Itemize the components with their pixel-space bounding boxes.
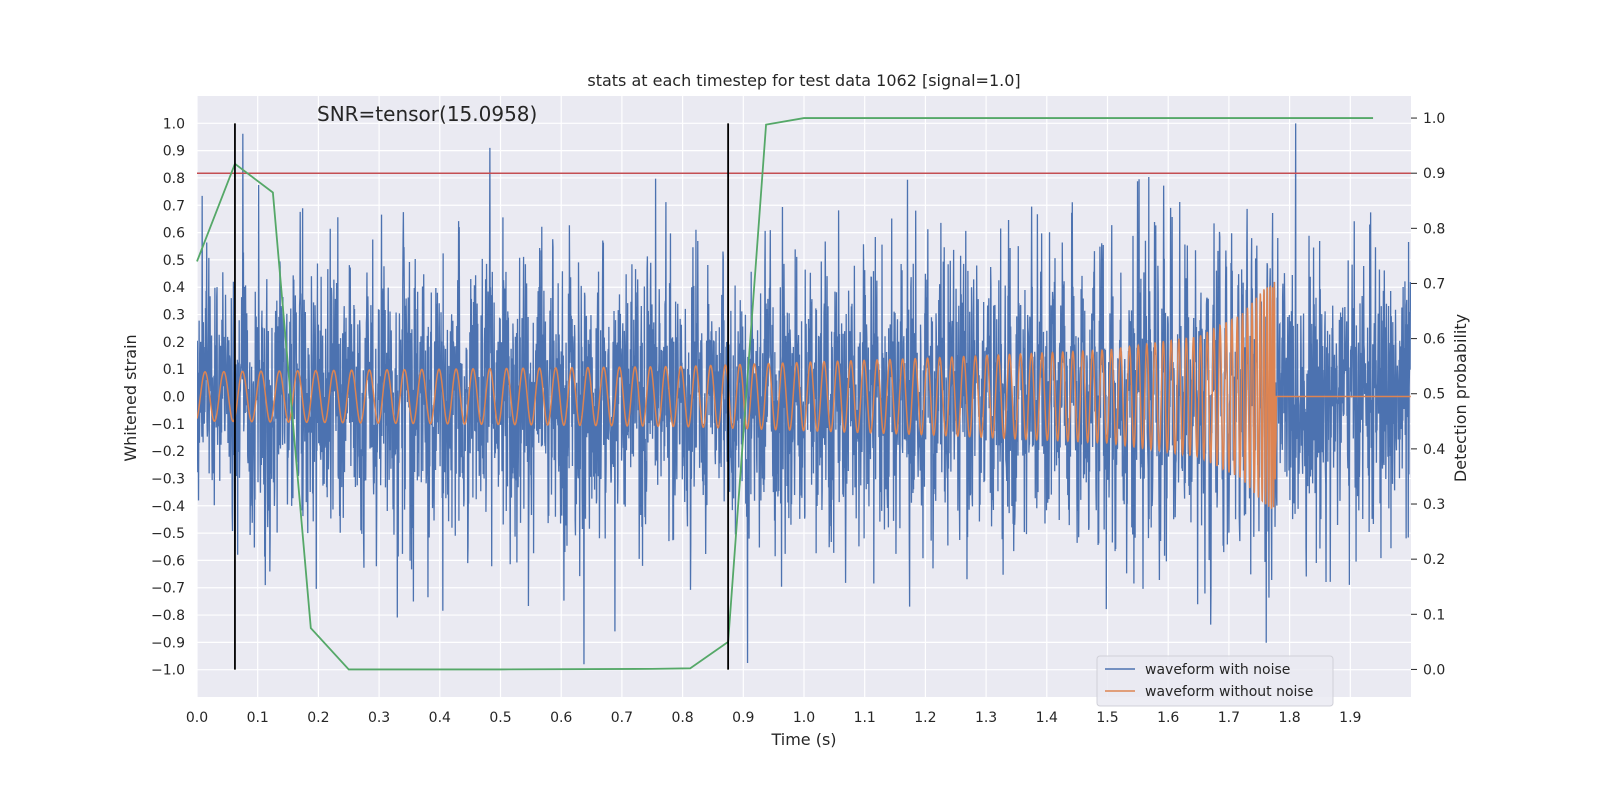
x-tick-label: 1.9 — [1339, 710, 1361, 726]
y2-tick-label: 0.4 — [1423, 442, 1445, 458]
y-tick-label: 0.3 — [163, 308, 185, 324]
x-tick-label: 1.7 — [1218, 710, 1240, 726]
y-tick-label: −0.4 — [151, 499, 185, 515]
y-tick-label: 0.9 — [163, 144, 185, 160]
y-tick-label: −0.9 — [151, 635, 185, 651]
y-tick-label: −0.7 — [151, 581, 185, 597]
x-tick-label: 0.5 — [489, 710, 511, 726]
x-tick-label: 1.3 — [975, 710, 997, 726]
tick-layer: 0.0 0.1 0.2 0.3 0.4 0.5 0.6 0.7 0.8 0.9 1.0 1.1 1.2 1… — [151, 111, 1445, 726]
x-tick-label: 0.1 — [247, 710, 269, 726]
y2-axis-label: Detection probability — [1451, 314, 1470, 482]
marker-layer — [196, 117, 1411, 671]
x-tick-label: 1.4 — [1036, 710, 1058, 726]
snr-annotation: SNR=tensor(15.0958) — [317, 102, 537, 126]
y-tick-label: −0.3 — [151, 471, 185, 487]
y-tick-label: 0.2 — [163, 335, 185, 351]
y2-tick-label: 0.3 — [1423, 497, 1445, 513]
legend-box — [1096, 655, 1334, 707]
detection-probability-line — [196, 117, 1374, 671]
x-tick-label: 0.6 — [550, 710, 572, 726]
clean-waveform-line — [197, 281, 1411, 509]
x-tick-label: 1.6 — [1157, 710, 1179, 726]
y2-tick-label: 0.5 — [1423, 387, 1445, 403]
x-tick-label: 0.0 — [186, 710, 208, 726]
legend-label-clean: waveform without noise — [1145, 684, 1313, 700]
x-tick-label: 0.8 — [671, 710, 693, 726]
x-axis-label: Time (s) — [770, 730, 836, 749]
y-tick-label: 0.1 — [163, 362, 185, 378]
y-tick-label: −1.0 — [151, 663, 185, 679]
x-tick-label: 1.2 — [914, 710, 936, 726]
y2-tick-label: 0.1 — [1423, 607, 1445, 623]
series-layer — [197, 123, 1411, 665]
y2-tick-label: 0.7 — [1423, 276, 1445, 292]
y-tick-label: −0.6 — [151, 553, 185, 569]
x-tick-label: 1.8 — [1278, 710, 1300, 726]
y-tick-label: −0.2 — [151, 444, 185, 460]
y-tick-label: 0.0 — [163, 390, 185, 406]
x-tick-label: 0.7 — [611, 710, 633, 726]
x-tick-label: 0.4 — [429, 710, 451, 726]
y2-tick-label: 0.8 — [1423, 221, 1445, 237]
y-tick-label: −0.1 — [151, 417, 185, 433]
y-axis-label: Whitened strain — [121, 334, 140, 461]
y-tick-label: 0.6 — [163, 226, 185, 242]
y2-tick-label: 0.9 — [1423, 166, 1445, 182]
x-tick-label: 1.5 — [1096, 710, 1118, 726]
y-tick-label: 1.0 — [163, 116, 185, 132]
legend: waveform with noise waveform without noi… — [1096, 655, 1334, 707]
legend-label-noise: waveform with noise — [1145, 662, 1290, 678]
x-tick-label: 0.3 — [368, 710, 390, 726]
y2-tick-label: 0.0 — [1423, 662, 1445, 678]
x-tick-label: 1.1 — [854, 710, 876, 726]
y-tick-label: 0.4 — [163, 280, 185, 296]
y-tick-label: 0.5 — [163, 253, 185, 269]
chart-title: stats at each timestep for test data 106… — [587, 71, 1020, 90]
y-tick-label: −0.8 — [151, 608, 185, 624]
y-tick-label: 0.8 — [163, 171, 185, 187]
y-tick-label: −0.5 — [151, 526, 185, 542]
y2-tick-label: 0.6 — [1423, 332, 1445, 348]
y2-tick-label: 0.2 — [1423, 552, 1445, 568]
y2-tick-label: 1.0 — [1423, 111, 1445, 127]
x-tick-label: 1.0 — [793, 710, 815, 726]
x-tick-label: 0.9 — [732, 710, 754, 726]
x-tick-label: 0.2 — [307, 710, 329, 726]
y-tick-label: 0.7 — [163, 198, 185, 214]
